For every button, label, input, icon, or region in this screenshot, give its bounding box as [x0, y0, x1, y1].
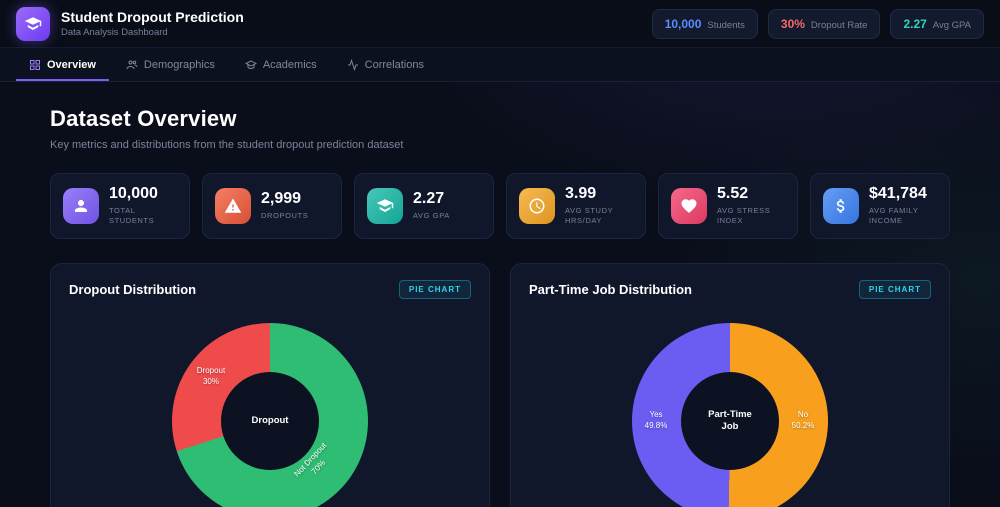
chart-title: Dropout Distribution [69, 282, 197, 298]
tab-bar: Overview Demographics Academics Correlat… [0, 48, 1000, 82]
dollar-icon [823, 188, 859, 225]
header-stats: 10,000 Students 30% Dropout Rate 2.27 Av… [651, 8, 984, 39]
stat-label: Avg GPA [932, 19, 971, 31]
pie-chart-badge: PIE CHART [858, 280, 931, 300]
stat-label: Dropout Rate [810, 19, 868, 31]
metric-value: 10,000 [109, 185, 158, 202]
slice-label-yes: Yes 49.8% [644, 410, 668, 431]
tab-demographics[interactable]: Demographics [113, 48, 228, 81]
chart-title: Part-Time Job Distribution [529, 282, 692, 298]
metric-value: $41,784 [869, 185, 927, 202]
warning-triangle-icon [215, 188, 251, 225]
metric-value: 3.99 [565, 185, 597, 202]
chart-card-dropout-distribution: Dropout Distribution PIE CHART Dropout D… [50, 263, 490, 507]
charts-row: Dropout Distribution PIE CHART Dropout D… [50, 263, 950, 507]
metric-label: TOTAL STUDENTS [109, 206, 155, 226]
stat-value: 30% [780, 16, 805, 31]
clock-icon [519, 188, 555, 225]
metric-card-avg-gpa: 2.27 AVG GPA [354, 173, 494, 240]
tab-label: Overview [47, 58, 96, 71]
tab-academics[interactable]: Academics [232, 48, 330, 81]
graduation-cap-icon [244, 59, 257, 69]
metric-label: AVG STRESS INDEX [717, 206, 771, 226]
stat-value: 10,000 [664, 16, 702, 31]
metric-value: 2,999 [261, 190, 302, 208]
page-title: Dataset Overview [50, 106, 237, 131]
donut-hole: Part-Time Job [681, 372, 779, 471]
donut-hole: Dropout [221, 372, 319, 471]
metric-value: 2.27 [413, 190, 445, 208]
tab-overview[interactable]: Overview [16, 48, 109, 81]
metric-card-avg-stress: 5.52 AVG STRESS INDEX [658, 173, 798, 240]
activity-icon [347, 58, 358, 71]
parttime-donut-chart: Part-Time Job Yes 49.8% No 50.2% [632, 323, 828, 507]
metric-value: 5.52 [717, 185, 749, 202]
metric-card-avg-study-hrs: 3.99 AVG STUDY HRS/DAY [506, 173, 646, 240]
metric-label: AVG GPA [413, 211, 450, 221]
users-icon [126, 60, 138, 69]
metric-label: AVG STUDY HRS/DAY [565, 206, 614, 226]
heart-icon [671, 188, 707, 225]
metric-label: DROPOUTS [261, 211, 309, 221]
stat-pill-avg-gpa: 2.27 Avg GPA [890, 8, 984, 39]
brand: Student Dropout Prediction Data Analysis… [16, 6, 244, 41]
grid-icon [30, 59, 40, 70]
slice-label-no: No 50.2% [791, 410, 815, 431]
donut-center-label-line2: Job [721, 421, 739, 433]
donut-center-label: Part-Time [708, 408, 752, 420]
stat-value: 2.27 [903, 16, 927, 31]
page-subtitle: Key metrics and distributions from the s… [50, 139, 404, 151]
metric-card-dropouts: 2,999 DROPOUTS [202, 173, 342, 240]
chart-card-parttime-job-distribution: Part-Time Job Distribution PIE CHART Par… [510, 263, 950, 507]
main-content: Dataset Overview Key metrics and distrib… [0, 82, 1000, 507]
metric-cards-row: 10,000 TOTAL STUDENTS 2,999 DROPOUTS 2.2… [50, 173, 950, 240]
tab-label: Academics [262, 58, 317, 71]
donut-center-label: Dropout [251, 415, 289, 427]
slice-label-dropout: Dropout 30% [196, 366, 226, 387]
dropout-donut-chart: Dropout Dropout 30% Not Dropout 70% [172, 323, 368, 507]
graduation-cap-icon [367, 188, 403, 225]
app-subtitle: Data Analysis Dashboard [61, 27, 168, 38]
stat-label: Students [707, 19, 745, 31]
app-title: Student Dropout Prediction [61, 9, 244, 25]
tab-label: Demographics [143, 58, 215, 71]
graduation-cap-logo-icon [16, 6, 50, 41]
stat-pill-students: 10,000 Students [651, 8, 758, 39]
user-icon [63, 188, 99, 225]
metric-label: AVG FAMILY INCOME [869, 206, 919, 226]
metric-card-total-students: 10,000 TOTAL STUDENTS [50, 173, 190, 240]
tab-correlations[interactable]: Correlations [334, 48, 437, 81]
stat-pill-dropout-rate: 30% Dropout Rate [767, 8, 881, 39]
app-header: Student Dropout Prediction Data Analysis… [0, 0, 1000, 48]
pie-chart-badge: PIE CHART [398, 280, 471, 300]
tab-label: Correlations [364, 58, 424, 71]
metric-card-avg-income: $41,784 AVG FAMILY INCOME [810, 173, 950, 240]
